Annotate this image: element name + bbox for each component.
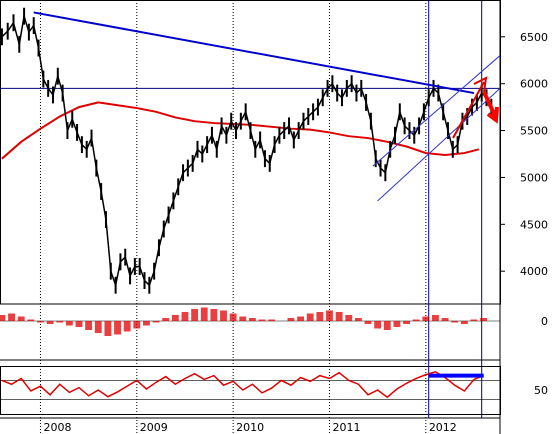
histogram-bar — [306, 313, 314, 321]
time-tick-label: 2010 — [236, 421, 264, 434]
oscillator-layer — [1, 370, 484, 399]
histogram-bar — [85, 321, 93, 330]
histogram-bar — [181, 312, 189, 321]
price-tick-label: 5500 — [520, 125, 548, 138]
histogram-bar — [123, 321, 131, 332]
time-tick-label: 2011 — [332, 421, 360, 434]
price-tick-label: 5000 — [520, 171, 548, 184]
histogram-bar — [162, 318, 170, 321]
histogram-bar — [374, 321, 382, 329]
histogram-bar — [17, 316, 25, 321]
reference-lines — [0, 0, 500, 418]
time-tick-label: 2009 — [140, 421, 168, 434]
time-gridlines — [0, 0, 500, 434]
histogram-bar — [46, 321, 54, 324]
histogram-bar — [345, 315, 353, 321]
histogram-bar — [460, 321, 468, 324]
histogram-bar — [383, 321, 391, 330]
histogram-bar — [152, 321, 160, 323]
histogram-bar — [441, 318, 449, 321]
channel-upper-line — [372, 55, 501, 167]
up-arrow — [452, 76, 488, 139]
histogram-bar — [403, 321, 410, 324]
histogram-bar — [56, 321, 64, 323]
histogram-bar — [239, 316, 247, 321]
time-tick-label: 2008 — [43, 421, 71, 434]
histogram-bar — [75, 321, 83, 327]
histogram-bar — [104, 321, 112, 336]
histogram-bar — [171, 315, 179, 321]
channel-lower-line — [377, 88, 501, 202]
histogram-bar — [393, 321, 401, 327]
histogram-bar — [432, 315, 439, 321]
histogram-bar — [354, 318, 362, 321]
histogram-bar — [210, 309, 218, 321]
panel-frames — [0, 0, 501, 434]
price-tick-label: 6000 — [520, 78, 548, 91]
histogram-bar — [220, 310, 227, 321]
tick-labels: 0720082009201020112012400045005000550060… — [43, 31, 548, 434]
histogram-bar — [200, 307, 208, 321]
histogram-bar — [229, 313, 237, 321]
histogram-bar — [94, 321, 102, 333]
histogram-layer — [0, 307, 488, 336]
histogram-bar — [191, 309, 199, 321]
histogram-bar — [37, 321, 44, 323]
histogram-bar — [8, 313, 15, 321]
histogram-bar — [0, 315, 6, 321]
histogram-bar — [364, 321, 372, 324]
histogram-bar — [143, 321, 150, 326]
time-tick-label: 2012 — [429, 421, 457, 434]
oscillator-line — [1, 370, 484, 399]
oscillator-tick-label: 50 — [534, 384, 548, 397]
histogram-bar — [114, 321, 121, 335]
histogram-bar — [133, 321, 141, 329]
histogram-bar — [326, 310, 333, 321]
histogram-bar — [65, 321, 73, 326]
histogram-bar — [258, 319, 266, 321]
histogram-bar — [335, 312, 343, 321]
moving-average-layer — [1, 101, 480, 160]
histogram-bar — [297, 316, 305, 321]
price-tick-label: 6500 — [520, 31, 548, 44]
histogram-bar — [480, 318, 488, 321]
falling-trendline — [33, 11, 475, 95]
histogram-bar — [470, 319, 478, 321]
histogram-bar — [27, 319, 35, 321]
histogram-bar — [422, 316, 430, 321]
histogram-bar — [268, 319, 276, 321]
histogram-bar — [287, 318, 295, 321]
histogram-bar — [451, 321, 459, 323]
histogram-bar — [248, 318, 256, 321]
price-tick-label: 4500 — [520, 218, 548, 231]
histogram-bar — [316, 312, 324, 321]
histogram-tick-label: 0 — [541, 315, 548, 328]
price-layer — [0, 7, 493, 294]
down-arrow — [482, 91, 499, 124]
moving-average-line — [1, 101, 480, 160]
trendline-layer — [33, 11, 501, 202]
histogram-bar — [412, 319, 420, 321]
price-tick-label: 4000 — [520, 265, 548, 278]
